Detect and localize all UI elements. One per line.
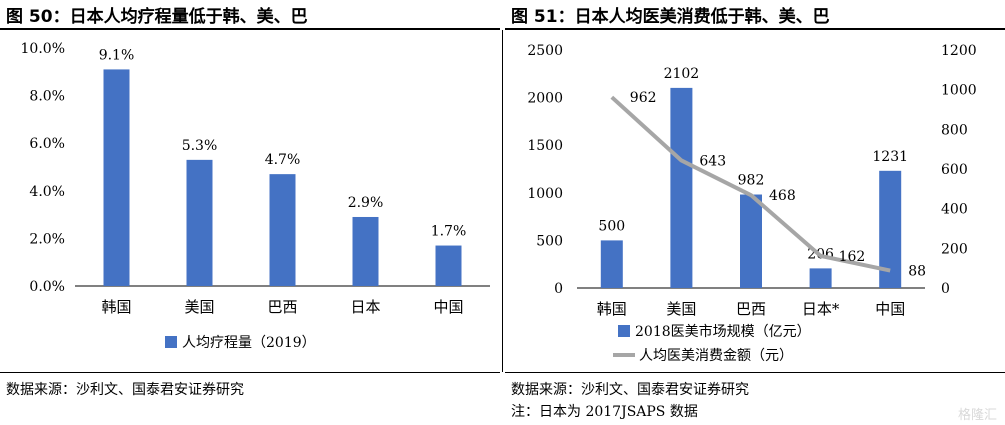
bar bbox=[352, 216, 379, 286]
legend-swatch bbox=[165, 336, 177, 348]
legend-label: 人均疗程量（2019） bbox=[182, 335, 316, 351]
right-bottom-rule bbox=[505, 372, 1005, 373]
bar bbox=[435, 245, 462, 286]
data-label: 2.9% bbox=[348, 195, 384, 211]
x-tick-label: 中国 bbox=[433, 298, 463, 316]
line-data-label: 162 bbox=[839, 249, 866, 265]
bar-data-label: 2102 bbox=[664, 66, 700, 82]
y-left-tick-label: 2000 bbox=[527, 91, 563, 107]
data-label: 1.7% bbox=[431, 224, 467, 240]
x-tick-label: 韩国 bbox=[597, 300, 627, 318]
data-label: 9.1% bbox=[99, 47, 135, 63]
y-tick-label: 0.0% bbox=[29, 279, 65, 295]
x-tick-label: 巴西 bbox=[267, 298, 297, 316]
right-note: 注：日本为 2017JSAPS 数据 bbox=[511, 404, 698, 420]
right-top-rule bbox=[505, 28, 1005, 30]
x-tick-label: 中国 bbox=[875, 300, 905, 318]
y-left-tick-label: 0 bbox=[554, 281, 563, 297]
y-left-tick-label: 2500 bbox=[527, 43, 563, 59]
legend-label-bar: 2018医美市场规模（亿元） bbox=[635, 323, 811, 340]
right-source: 数据来源：沙利文、国泰君安证券研究 bbox=[511, 382, 749, 398]
left-top-rule bbox=[0, 28, 500, 30]
bar bbox=[670, 87, 693, 288]
bar-data-label: 500 bbox=[598, 218, 625, 234]
data-label: 5.3% bbox=[182, 138, 218, 154]
y-left-tick-label: 500 bbox=[536, 233, 563, 249]
right-chart: 0 500 1000 1500 2000 2500 0 200 400 600 800 1000 120… bbox=[527, 43, 977, 364]
y-right-tick-label: 800 bbox=[941, 122, 968, 138]
x-tick-label: 韩国 bbox=[101, 298, 131, 316]
line-data-label: 962 bbox=[630, 90, 657, 106]
right-figure-title: 图 51：日本人均医美消费低于韩、美、巴 bbox=[511, 7, 830, 27]
y-tick-label: 6.0% bbox=[29, 136, 65, 152]
bar-data-label: 1231 bbox=[872, 149, 908, 165]
y-tick-label: 10.0% bbox=[21, 41, 65, 57]
x-tick-label: 美国 bbox=[666, 300, 696, 318]
panel-divider bbox=[502, 30, 503, 372]
line-data-label: 643 bbox=[699, 153, 726, 169]
legend-swatch-bar bbox=[618, 325, 630, 337]
bar bbox=[809, 268, 832, 288]
right-figure: 图 51：日本人均医美消费低于韩、美、巴 0 500 1000 1500 2000 250… bbox=[505, 0, 1005, 425]
x-tick-label: 日本 bbox=[350, 298, 380, 316]
bar-data-label: 982 bbox=[738, 173, 765, 189]
bar bbox=[186, 159, 213, 286]
line-series bbox=[610, 95, 891, 273]
watermark: 格隆汇 bbox=[957, 408, 997, 423]
bar bbox=[103, 69, 130, 286]
y-right-tick-label: 1200 bbox=[941, 43, 977, 59]
y-left-tick-label: 1000 bbox=[527, 186, 563, 202]
legend-label-line: 人均医美消费金额（元） bbox=[639, 348, 793, 364]
y-right-tick-label: 400 bbox=[941, 202, 968, 218]
left-figure-title: 图 50：日本人均疗程量低于韩、美、巴 bbox=[6, 7, 308, 27]
left-source: 数据来源：沙利文、国泰君安证券研究 bbox=[6, 382, 244, 398]
y-right-tick-label: 0 bbox=[941, 281, 950, 297]
left-chart: 0.0% 2.0% 4.0% 6.0% 8.0% 10.0% 9.1% 韩国 5.3% 美国 4.7… bbox=[21, 41, 490, 351]
left-bottom-rule bbox=[0, 372, 500, 373]
bar bbox=[879, 170, 902, 288]
bar bbox=[740, 194, 762, 288]
left-figure: 图 50：日本人均疗程量低于韩、美、巴 0.0% 2.0% 4.0% 6.0% 8.0%… bbox=[0, 0, 500, 425]
y-tick-label: 8.0% bbox=[29, 89, 65, 105]
y-tick-label: 2.0% bbox=[29, 231, 65, 247]
x-tick-label: 美国 bbox=[184, 298, 214, 316]
line-data-label: 88 bbox=[908, 264, 926, 280]
bar bbox=[269, 174, 296, 286]
y-tick-label: 4.0% bbox=[29, 184, 65, 200]
y-right-tick-label: 600 bbox=[941, 162, 968, 178]
bar bbox=[600, 240, 623, 288]
y-right-tick-label: 200 bbox=[941, 241, 968, 257]
y-right-tick-label: 1000 bbox=[941, 83, 977, 99]
x-tick-label: 日本* bbox=[802, 300, 840, 318]
x-tick-label: 巴西 bbox=[736, 300, 766, 318]
y-left-tick-label: 1500 bbox=[527, 138, 563, 154]
line-data-label: 468 bbox=[769, 188, 796, 204]
data-label: 4.7% bbox=[265, 152, 301, 168]
